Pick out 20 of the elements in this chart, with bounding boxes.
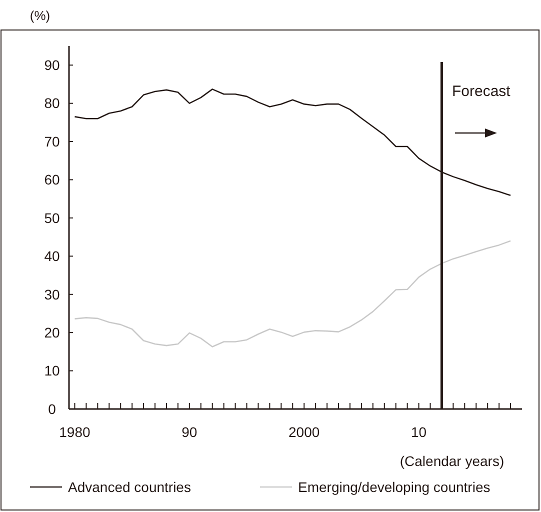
- y-tick-label: 30: [44, 286, 60, 302]
- y-tick-label: 20: [44, 324, 60, 340]
- y-tick-label: 0: [48, 400, 56, 417]
- annotation: Forecast: [452, 83, 512, 100]
- legend-label: Advanced countries: [68, 478, 191, 495]
- y-tick-label: 40: [44, 248, 60, 264]
- y-tick-label: 50: [44, 210, 60, 226]
- y-tick-label: 80: [44, 95, 60, 112]
- x-tick-label: 1980: [59, 424, 91, 440]
- y-axis-title: (%): [30, 8, 50, 23]
- y-tick-label: 90: [44, 57, 60, 74]
- x-tick-label: 90: [182, 424, 198, 440]
- x-tick-label: 2000: [288, 424, 320, 440]
- x-tick-label: 10: [410, 424, 427, 440]
- legend-label: Emerging/developing countries: [298, 478, 490, 495]
- y-tick-label: 10: [44, 362, 60, 379]
- line-series: [74, 240, 512, 348]
- x-axis-title: (Calendar years): [400, 453, 504, 469]
- y-tick-label: 60: [44, 172, 60, 188]
- y-tick-label: 70: [44, 133, 60, 150]
